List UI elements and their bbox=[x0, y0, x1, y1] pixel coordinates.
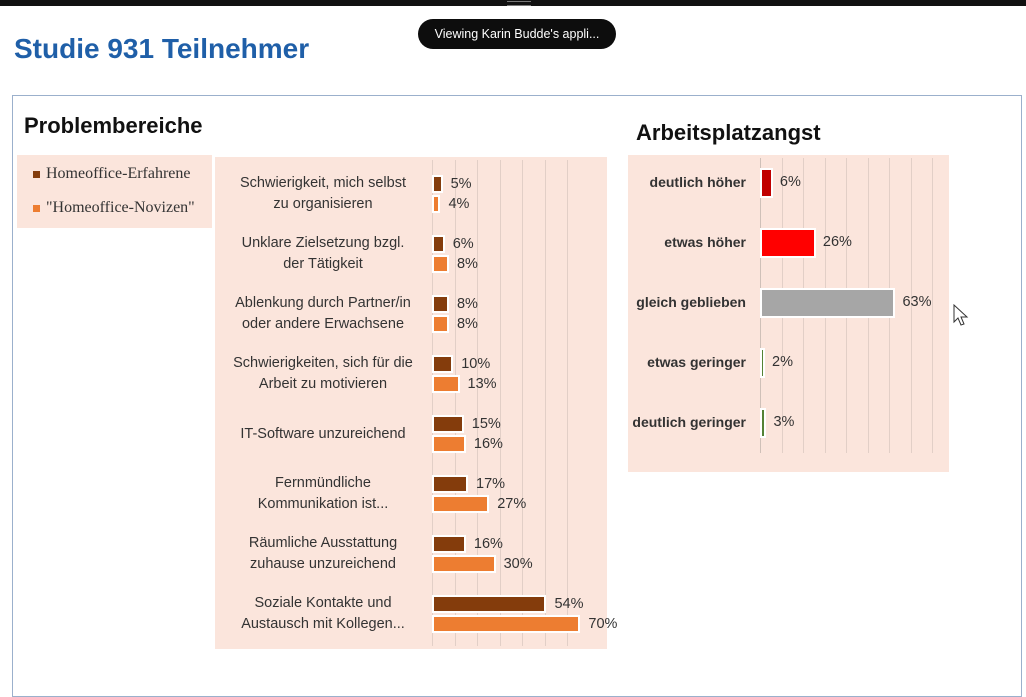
legend-swatch-experienced bbox=[33, 170, 40, 178]
viewing-banner[interactable]: Viewing Karin Budde's appli... bbox=[418, 19, 616, 49]
category-label-line: IT-Software unzureichend bbox=[240, 425, 406, 442]
bar bbox=[760, 168, 773, 198]
chart-title-problembereiche: Problembereiche bbox=[24, 113, 203, 138]
category-label: Fernmündliche Kommunikation ist... bbox=[214, 473, 432, 515]
bar-novices bbox=[432, 255, 449, 273]
data-label: 6% bbox=[779, 174, 801, 190]
bar bbox=[760, 228, 816, 258]
category-label: Räumliche Ausstattung zuhause unzureichen… bbox=[214, 533, 432, 575]
category-label: Schwierigkeiten, sich für die Arbeit zu m… bbox=[214, 353, 432, 395]
category-label: Ablenkung durch Partner/in oder andere Er… bbox=[214, 293, 432, 335]
bar-experienced bbox=[432, 535, 466, 553]
category-label-line: Ablenkung durch Partner/in bbox=[235, 295, 411, 311]
category-label: etwas geringer bbox=[647, 354, 746, 370]
category-label: gleich geblieben bbox=[636, 294, 746, 310]
legend-label-novices: "Homeoffice-Novizen" bbox=[46, 199, 195, 216]
bar bbox=[760, 288, 896, 318]
data-label: 27% bbox=[497, 496, 527, 512]
bar bbox=[760, 348, 765, 378]
gridline bbox=[432, 160, 433, 646]
category-label-line: zuhause unzureichend bbox=[250, 556, 396, 572]
data-label: 16% bbox=[473, 436, 503, 452]
mouse-cursor-icon bbox=[953, 304, 969, 326]
bar-experienced bbox=[432, 355, 454, 373]
data-label: 8% bbox=[456, 256, 478, 272]
data-label: 16% bbox=[473, 536, 503, 552]
category-label: Unklare Zielsetzung bzgl. der Tätigkeit bbox=[214, 233, 432, 275]
legend-item-novices: "Homeoffice-Novizen" bbox=[33, 198, 195, 218]
category-label: Schwierigkeit, mich selbst zu organisiere… bbox=[214, 173, 432, 215]
legend-item-experienced: Homeoffice-Erfahrene bbox=[33, 164, 191, 184]
category-label-line: Schwierigkeiten, sich für die bbox=[233, 355, 413, 371]
data-label: 4% bbox=[448, 196, 470, 212]
data-label: 54% bbox=[554, 596, 584, 612]
data-label: 6% bbox=[452, 236, 474, 252]
bar-novices bbox=[432, 495, 490, 513]
category-label-line: Fernmündliche bbox=[275, 475, 371, 491]
bar-novices bbox=[432, 195, 441, 213]
data-label: 30% bbox=[503, 556, 533, 572]
bar-novices bbox=[432, 555, 496, 573]
data-label: 70% bbox=[588, 616, 618, 632]
gridline bbox=[567, 160, 568, 646]
bar-experienced bbox=[432, 235, 445, 253]
bar-experienced bbox=[432, 175, 443, 193]
data-label: 8% bbox=[456, 316, 478, 332]
category-label-line: Soziale Kontakte und bbox=[254, 595, 392, 611]
bar-experienced bbox=[432, 595, 547, 613]
data-label: 63% bbox=[902, 294, 932, 310]
gridline bbox=[499, 160, 501, 646]
category-label: etwas höher bbox=[664, 234, 746, 250]
gridline bbox=[477, 160, 478, 646]
bar-experienced bbox=[432, 295, 449, 313]
category-label-line: Schwierigkeit, mich selbst bbox=[240, 175, 406, 191]
category-label-line: Arbeit zu motivieren bbox=[258, 376, 388, 392]
chart-title-arbeitsplatzangst: Arbeitsplatzangst bbox=[636, 120, 821, 145]
data-label: 2% bbox=[772, 354, 793, 370]
category-label-line: zu organisieren bbox=[273, 196, 373, 212]
page-title: Studie 931 Teilnehmer bbox=[14, 33, 310, 64]
data-label: 10% bbox=[461, 356, 491, 372]
drag-handle-icon[interactable] bbox=[507, 1, 531, 6]
bar-novices bbox=[432, 615, 581, 633]
bar-novices bbox=[432, 375, 460, 393]
gridline bbox=[454, 160, 456, 646]
legend-label-experienced: Homeoffice-Erfahrene bbox=[46, 165, 191, 182]
data-label: 8% bbox=[456, 296, 478, 312]
gridline bbox=[932, 158, 933, 453]
gridline bbox=[544, 160, 546, 646]
category-label: IT-Software unzureichend bbox=[214, 424, 432, 445]
data-label: 15% bbox=[471, 416, 501, 432]
bar-novices bbox=[432, 435, 466, 453]
category-label-line: Austausch mit Kollegen... bbox=[241, 616, 405, 632]
category-label-line: Kommunikation ist... bbox=[257, 496, 389, 512]
category-label-line: oder andere Erwachsene bbox=[241, 316, 405, 332]
window-top-bar bbox=[0, 0, 1026, 6]
data-label: 17% bbox=[476, 476, 506, 492]
category-label: deutlich geringer bbox=[632, 414, 746, 430]
data-label: 5% bbox=[450, 176, 472, 192]
problembereiche-plot-area bbox=[215, 157, 607, 649]
gridline bbox=[522, 160, 523, 646]
legend-swatch-novices bbox=[33, 204, 40, 212]
data-label: 13% bbox=[467, 376, 497, 392]
category-label: deutlich höher bbox=[649, 174, 746, 190]
bar-experienced bbox=[432, 475, 469, 493]
bar bbox=[760, 408, 767, 438]
category-label-line: Unklare Zielsetzung bzgl. bbox=[241, 235, 405, 251]
bar-experienced bbox=[432, 415, 464, 433]
bar-novices bbox=[432, 315, 449, 333]
category-label-line: Räumliche Ausstattung bbox=[248, 535, 398, 551]
category-label: Soziale Kontakte und Austausch mit Kolleg… bbox=[214, 593, 432, 635]
category-label-line: der Tätigkeit bbox=[283, 256, 363, 272]
gridline bbox=[910, 158, 912, 453]
legend: Homeoffice-Erfahrene "Homeoffice-Novizen… bbox=[17, 155, 212, 228]
data-label: 3% bbox=[773, 414, 795, 430]
data-label: 26% bbox=[822, 234, 852, 250]
